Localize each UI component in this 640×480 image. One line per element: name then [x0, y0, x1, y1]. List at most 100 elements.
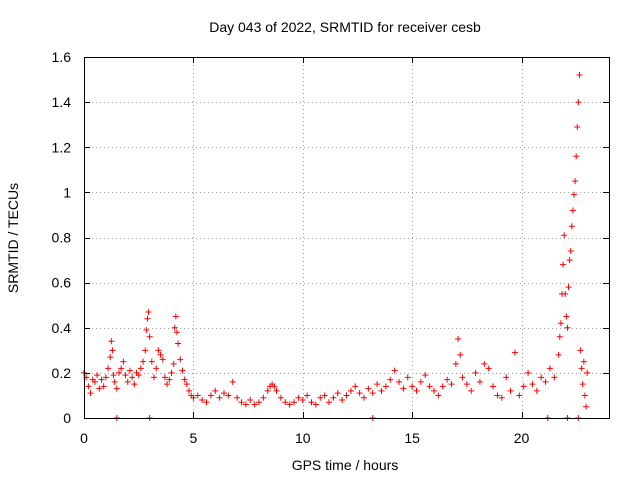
data-point [520, 383, 527, 390]
data-point [203, 399, 210, 406]
data-point [120, 358, 127, 365]
data-point [308, 399, 315, 406]
data-point [118, 365, 125, 372]
data-point [569, 207, 576, 214]
data-point [542, 378, 549, 385]
y-tick-label: 0.6 [52, 275, 72, 291]
data-point [172, 313, 179, 320]
data-point [110, 372, 117, 379]
data-point [170, 360, 177, 367]
data-point [571, 191, 577, 198]
data-point [107, 354, 114, 361]
data-point [576, 72, 583, 79]
data-point [551, 374, 558, 381]
data-point [175, 340, 182, 347]
grid-lines [84, 57, 609, 418]
data-point [452, 360, 459, 367]
data-point [347, 387, 354, 394]
data-point [159, 356, 166, 363]
data-point [564, 324, 571, 331]
data-point [562, 290, 569, 297]
data-point [304, 392, 311, 399]
data-points [81, 72, 591, 421]
data-point [404, 374, 411, 381]
data-point [173, 329, 180, 336]
data-point [109, 347, 116, 354]
data-point [468, 387, 475, 394]
data-point [126, 367, 133, 374]
data-point [216, 394, 223, 401]
data-point [382, 383, 389, 390]
data-point [343, 392, 350, 399]
data-point [256, 399, 262, 406]
data-point [299, 396, 306, 403]
data-point [171, 324, 178, 331]
y-tick-label: 0.8 [52, 230, 72, 246]
data-point [85, 383, 92, 390]
data-point [391, 367, 398, 374]
data-point [186, 387, 192, 394]
data-point [422, 372, 429, 379]
data-point [352, 383, 359, 390]
data-point [181, 376, 188, 383]
data-point [148, 358, 155, 365]
data-point [374, 381, 381, 388]
data-point [546, 365, 553, 372]
data-point [573, 153, 580, 160]
data-point [457, 351, 464, 358]
data-point [583, 403, 590, 410]
data-point [575, 99, 582, 106]
data-point [365, 385, 372, 392]
data-point [561, 232, 568, 239]
data-point [448, 381, 455, 388]
data-point [426, 383, 433, 390]
data-point [116, 369, 122, 376]
x-axis-label: GPS time / hours [292, 457, 399, 473]
data-point [221, 390, 227, 397]
data-point [157, 351, 164, 358]
y-tick-label: 1 [63, 184, 71, 200]
data-point [225, 392, 232, 399]
data-point [273, 387, 280, 394]
data-point [577, 347, 584, 354]
data-point [108, 338, 115, 345]
data-point [533, 387, 540, 394]
data-point [151, 374, 157, 381]
data-point [565, 284, 572, 291]
data-point [234, 394, 241, 401]
data-point [140, 358, 147, 365]
data-point [98, 376, 105, 383]
data-point [317, 394, 324, 401]
data-point [271, 383, 278, 390]
data-point [574, 123, 581, 130]
data-point [153, 365, 160, 372]
data-point [400, 385, 407, 392]
data-point [96, 385, 103, 392]
data-point [584, 369, 591, 376]
data-point [507, 387, 514, 394]
data-point [87, 390, 94, 397]
y-tick-label: 0 [63, 410, 71, 426]
data-point [481, 360, 488, 367]
data-point [459, 374, 466, 381]
data-point [91, 378, 98, 385]
data-point [567, 248, 574, 255]
data-point [312, 401, 319, 408]
data-point [124, 378, 131, 385]
data-point [142, 347, 149, 354]
data-point [578, 365, 585, 372]
data-point [212, 387, 219, 394]
data-point [472, 369, 479, 376]
data-point [251, 401, 258, 408]
data-point [238, 399, 245, 406]
data-point [490, 383, 497, 390]
data-point [417, 378, 424, 385]
y-tick-labels: 0 0.2 0.4 0.6 0.8 1 1.2 1.4 1.6 [52, 49, 72, 426]
data-point [166, 376, 173, 383]
data-point [516, 392, 523, 399]
data-point [339, 396, 346, 403]
data-point [131, 381, 138, 388]
data-point [557, 320, 564, 327]
data-point [387, 376, 394, 383]
